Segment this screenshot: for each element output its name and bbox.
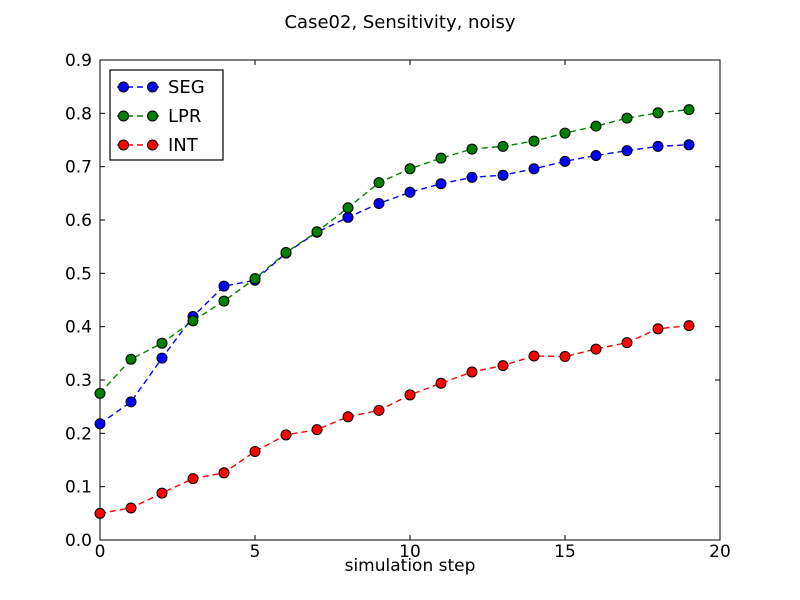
series-INT-marker	[373, 404, 385, 416]
legend-entry-LPR: LPR	[117, 106, 201, 127]
series-SEG-marker	[404, 186, 416, 198]
series-SEG-marker	[559, 155, 571, 167]
y-tick-label: 0.7	[65, 158, 92, 178]
series-INT-marker	[280, 429, 292, 441]
legend-label-SEG: SEG	[168, 77, 205, 98]
series-INT-marker	[311, 424, 323, 436]
series-INT-marker	[404, 389, 416, 401]
series-INT-marker	[125, 502, 137, 514]
series-LPR-marker	[280, 247, 292, 259]
series-INT-marker	[94, 507, 106, 519]
y-tick-label: 0.2	[65, 424, 92, 444]
legend-marker-SEG	[118, 81, 129, 93]
y-tick-label: 0.1	[65, 478, 92, 498]
series-INT-marker	[590, 343, 602, 355]
series-SEG-marker	[652, 140, 664, 152]
x-tick-label: 5	[250, 542, 261, 562]
series-LPR-marker	[156, 337, 168, 349]
series-INT-marker	[497, 360, 509, 372]
series-SEG-marker	[621, 145, 633, 157]
series-LPR-marker	[94, 387, 106, 399]
series-LPR-marker	[621, 112, 633, 124]
legend-marker-INT	[147, 139, 158, 151]
x-tick-label: 20	[709, 542, 731, 562]
series-INT-marker	[652, 323, 664, 335]
series-SEG-marker	[528, 163, 540, 175]
series-LPR-marker	[590, 120, 602, 132]
series-LPR-marker	[249, 273, 261, 285]
series-LPR-marker	[342, 202, 354, 214]
series-SEG-marker	[373, 197, 385, 209]
series-LPR-marker	[311, 226, 323, 238]
x-tick-label: 0	[95, 542, 106, 562]
y-tick-label: 0.9	[65, 51, 92, 71]
legend-entry-SEG: SEG	[117, 77, 205, 98]
series-LPR-marker	[218, 295, 230, 307]
series-SEG-marker	[218, 280, 230, 292]
series-SEG-marker	[435, 178, 447, 190]
series-INT-marker	[435, 377, 447, 389]
series-LPR-marker	[559, 127, 571, 139]
legend-marker-SEG	[147, 81, 158, 93]
series-LPR-marker	[435, 152, 447, 164]
y-tick-label: 0.4	[65, 318, 92, 338]
y-tick-label: 0.5	[65, 264, 92, 284]
series-INT-marker	[528, 350, 540, 362]
x-tick-label: 15	[554, 542, 576, 562]
y-tick-label: 0.8	[65, 104, 92, 124]
series-INT-marker	[218, 467, 230, 479]
series-SEG-marker	[94, 418, 106, 430]
series-SEG-marker	[683, 139, 695, 151]
x-tick-label: 10	[399, 542, 421, 562]
series-INT-marker	[342, 411, 354, 423]
legend-marker-LPR	[118, 110, 129, 122]
series-LPR-marker	[652, 107, 664, 119]
legend-label-LPR: LPR	[168, 106, 201, 127]
chart-title: Case02, Sensitivity, noisy	[284, 12, 516, 33]
series-LPR-marker	[187, 315, 199, 327]
legend: SEG LPR INT	[109, 69, 224, 161]
series-SEG-marker	[497, 169, 509, 181]
y-tick-label: 0.3	[65, 371, 92, 391]
series-SEG-marker	[590, 149, 602, 161]
legend-marker-INT	[118, 139, 129, 151]
legend-entry-INT: INT	[117, 135, 199, 156]
series-LPR-marker	[466, 143, 478, 155]
series-LPR-marker	[373, 177, 385, 189]
series-SEG-marker	[342, 211, 354, 223]
series-SEG-marker	[466, 171, 478, 183]
series-LPR-marker	[125, 353, 137, 365]
y-tick-label: 0.6	[65, 211, 92, 231]
series-SEG-marker	[125, 396, 137, 408]
series-INT-marker	[156, 487, 168, 499]
series-SEG-marker	[156, 352, 168, 364]
series-LPR-marker	[404, 163, 416, 175]
series-LPR-marker	[497, 140, 509, 152]
y-tick-label: 0.0	[65, 531, 92, 551]
x-axis-label: simulation step	[344, 556, 476, 576]
series-INT-marker	[683, 320, 695, 332]
legend-label-INT: INT	[168, 135, 199, 156]
series-INT-marker	[559, 351, 571, 363]
series-LPR-marker	[528, 135, 540, 147]
series-INT-marker	[621, 337, 633, 349]
series-INT-marker	[187, 473, 199, 485]
legend-marker-LPR	[147, 110, 158, 122]
series-INT-marker	[249, 445, 261, 457]
series-INT-marker	[466, 366, 478, 378]
series-LPR-marker	[683, 104, 695, 116]
